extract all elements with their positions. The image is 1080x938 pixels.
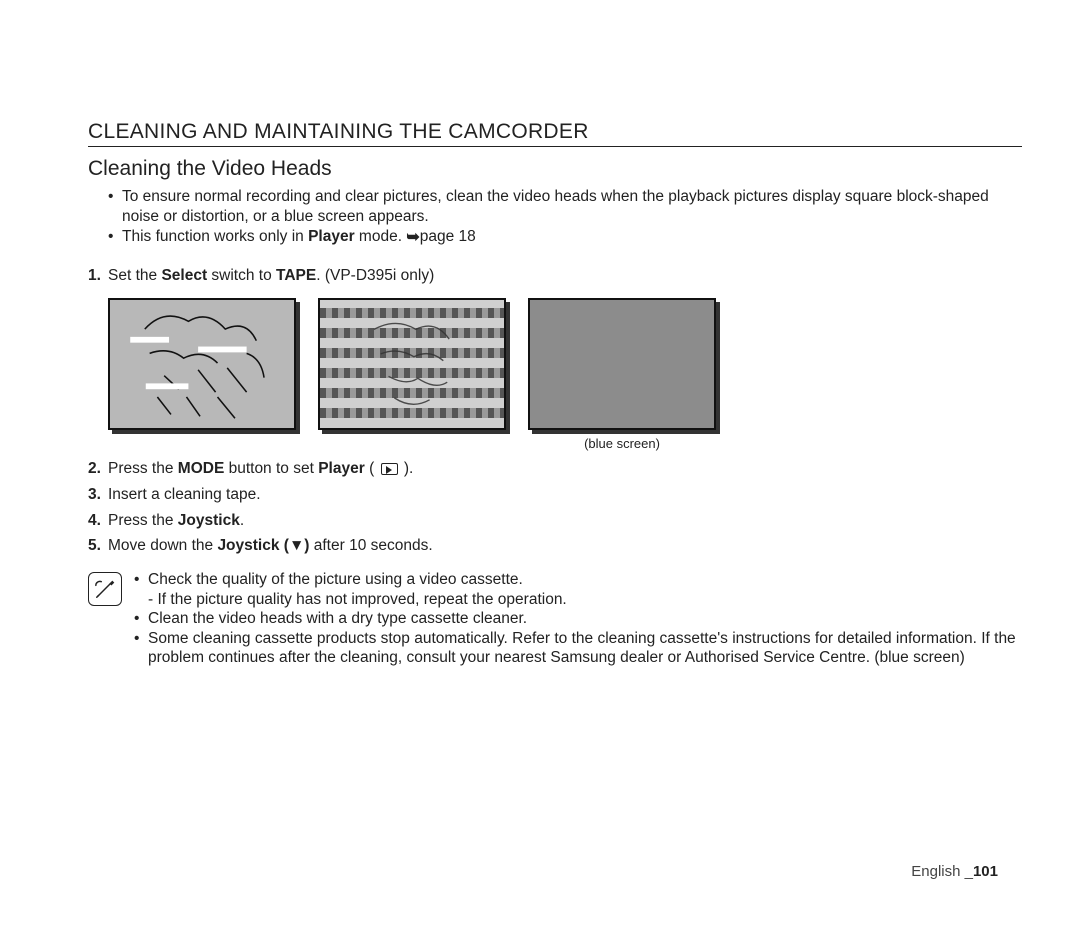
step-number: 3.	[88, 485, 108, 505]
illustration-noisy-playback-1	[108, 298, 296, 430]
section-subheading: Cleaning the Video Heads	[88, 157, 1022, 181]
step-text: Press the MODE button to set Player ( ).	[108, 459, 1022, 479]
illustration-row: (blue screen)	[108, 298, 1022, 451]
footer-sep: _	[965, 863, 973, 880]
footer-lang: English	[911, 863, 964, 880]
step-text: Insert a cleaning tape.	[108, 485, 1022, 505]
step-row: 1. Set the Select switch to TAPE. (VP-D3…	[88, 266, 1022, 286]
footer-page-number: 101	[973, 863, 998, 880]
page-ref-arrow-icon: ➥	[406, 229, 419, 246]
step-text: Set the Select switch to TAPE. (VP-D395i…	[108, 266, 1022, 286]
step-text: Move down the Joystick (▼) after 10 seco…	[108, 536, 1022, 556]
page-footer: English _101	[911, 863, 998, 880]
step-row: 3. Insert a cleaning tape.	[88, 485, 1022, 505]
intro-text: mode.	[355, 228, 407, 245]
intro-text: page 18	[420, 228, 476, 245]
illustration-col	[318, 298, 506, 430]
note-block: Check the quality of the picture using a…	[88, 570, 1022, 668]
intro-text: To ensure normal recording and clear pic…	[122, 188, 989, 225]
step-number: 2.	[88, 459, 108, 479]
note-subtext: - If the picture quality has not improve…	[148, 590, 1022, 610]
sketch-icon	[110, 300, 294, 428]
step-row: 5. Move down the Joystick (▼) after 10 s…	[88, 536, 1022, 556]
step-row: 4. Press the Joystick.	[88, 511, 1022, 531]
note-text: Check the quality of the picture using a…	[148, 571, 523, 588]
note-text: Some cleaning cassette products stop aut…	[148, 630, 1016, 667]
illustration-blue-screen	[528, 298, 716, 430]
step-text: Press the Joystick.	[108, 511, 1022, 531]
intro-item: To ensure normal recording and clear pic…	[108, 187, 1022, 227]
illustration-caption: (blue screen)	[584, 436, 660, 451]
step-row: 2. Press the MODE button to set Player (…	[88, 459, 1022, 479]
illustration-col	[108, 298, 296, 430]
sketch-icon	[320, 300, 504, 429]
step-number: 4.	[88, 511, 108, 531]
note-item: Check the quality of the picture using a…	[134, 570, 1022, 609]
note-icon	[88, 572, 122, 606]
note-item: Clean the video heads with a dry type ca…	[134, 609, 1022, 629]
intro-item: This function works only in Player mode.…	[108, 227, 1022, 248]
step-number: 1.	[88, 266, 108, 286]
illustration-col: (blue screen)	[528, 298, 716, 451]
intro-text: This function works only in	[122, 228, 308, 245]
step-number: 5.	[88, 536, 108, 556]
section-heading: CLEANING AND MAINTAINING THE CAMCORDER	[88, 120, 1022, 147]
player-mode-icon	[381, 463, 398, 475]
note-item: Some cleaning cassette products stop aut…	[134, 629, 1022, 668]
note-list: Check the quality of the picture using a…	[134, 570, 1022, 668]
note-text: Clean the video heads with a dry type ca…	[148, 610, 527, 627]
illustration-noisy-playback-2	[318, 298, 506, 430]
intro-list: To ensure normal recording and clear pic…	[108, 187, 1022, 248]
intro-bold: Player	[308, 228, 355, 245]
